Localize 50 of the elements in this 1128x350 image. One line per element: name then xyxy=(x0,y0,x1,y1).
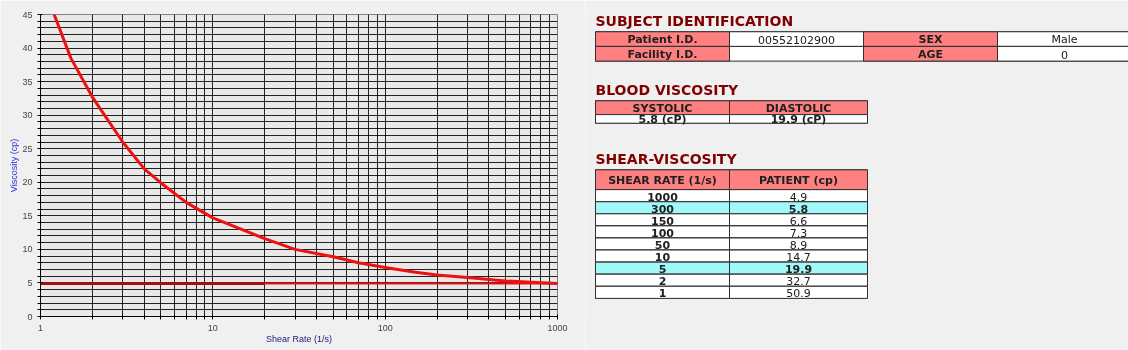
y-tick-label: 20 xyxy=(22,177,33,188)
text: Facility I.D. xyxy=(627,48,698,62)
text: DIASTOLIC xyxy=(765,102,832,116)
text: BLOOD VISCOSITY xyxy=(595,82,740,99)
text: 50.9 xyxy=(786,287,811,301)
y-tick-label: 5 xyxy=(27,277,33,288)
text: 14.7 xyxy=(786,250,811,264)
y-tick-label: 35 xyxy=(22,76,33,87)
text: Male xyxy=(1051,33,1078,47)
text: 32.7 xyxy=(786,275,811,289)
text: 5.8 xyxy=(788,202,809,216)
text: 2 xyxy=(658,275,667,289)
y-tick-label: 15 xyxy=(22,210,33,221)
y-tick-label: 30 xyxy=(22,110,33,121)
text: 50 xyxy=(654,238,671,252)
text: SHEAR-VISCOSITY xyxy=(595,151,738,168)
text: SYSTOLIC xyxy=(632,102,693,116)
text: SUBJECT IDENTIFICATION xyxy=(595,13,794,30)
text: SEX xyxy=(918,33,943,47)
y-tick-label: 0 xyxy=(27,311,33,322)
x-tick-label: 1 xyxy=(38,322,44,333)
text: 150 xyxy=(651,214,675,228)
y-tick-label: 45 xyxy=(22,9,33,20)
y-tick-label: 25 xyxy=(22,143,33,154)
text: PATIENT (cp) xyxy=(759,174,838,188)
text: 0 xyxy=(1061,48,1068,62)
text: 19.9 xyxy=(784,263,813,277)
y-axis-title: Viscosity (cp) xyxy=(9,138,20,193)
x-tick-label: 100 xyxy=(377,322,393,333)
x-tick-label: 1000 xyxy=(547,322,568,333)
text: 00552102900 xyxy=(758,33,835,47)
text: AGE xyxy=(917,48,944,62)
text: 19.9 (cP) xyxy=(770,113,827,127)
y-tick-label: 40 xyxy=(22,43,33,54)
text: 7.3 xyxy=(789,226,808,240)
y-tick-label: 10 xyxy=(22,244,33,255)
text: SHEAR RATE (1/s) xyxy=(608,174,717,188)
text: 4.9 xyxy=(789,190,808,204)
text: 8.9 xyxy=(789,238,808,252)
text: 300 xyxy=(651,202,675,216)
text: 6.6 xyxy=(789,214,808,228)
text: Patient I.D. xyxy=(627,33,698,47)
text: 1 xyxy=(658,287,667,301)
text: 10 xyxy=(654,250,671,264)
x-tick-label: 10 xyxy=(207,322,218,333)
text: 100 xyxy=(651,226,675,240)
text: 1000 xyxy=(647,190,679,204)
x-axis-title: Shear Rate (1/s) xyxy=(265,333,333,344)
text: 5.8 (cP) xyxy=(638,113,687,127)
text: 5 xyxy=(658,263,667,277)
